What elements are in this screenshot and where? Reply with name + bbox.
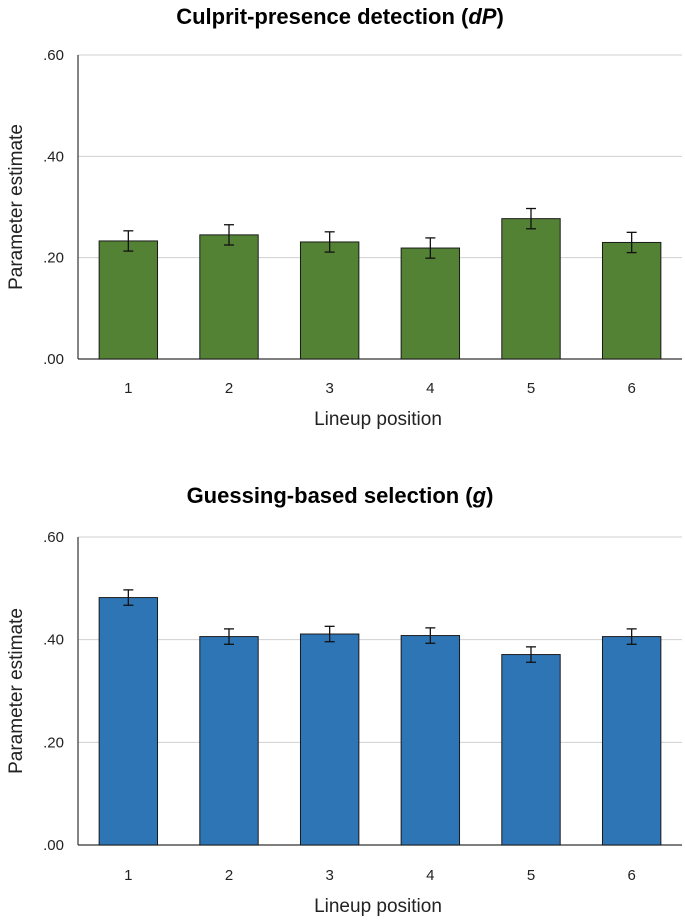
x-tick-label: 2 bbox=[225, 867, 233, 884]
bar bbox=[400, 635, 461, 846]
bar bbox=[299, 241, 360, 360]
y-tick-label: .40 bbox=[43, 632, 64, 649]
chart-title-text: Culprit-presence detection ( bbox=[176, 4, 469, 29]
y-axis-label: Parameter estimate bbox=[6, 608, 27, 774]
chart-1: Culprit-presence detection (dP) .00 .20 .40… bbox=[6, 4, 682, 430]
bar bbox=[98, 240, 159, 360]
x-tick-label: 3 bbox=[325, 380, 333, 397]
bar bbox=[199, 234, 259, 360]
x-tick-label: 2 bbox=[225, 380, 233, 397]
x-axis-label: Lineup position bbox=[314, 409, 442, 430]
x-tick-label: 1 bbox=[124, 867, 132, 884]
bar bbox=[299, 633, 360, 846]
x-tick-label: 3 bbox=[325, 867, 333, 884]
y-axis-label: Parameter estimate bbox=[6, 124, 27, 290]
y-tick-label: .00 bbox=[43, 837, 64, 854]
y-tick-label: .60 bbox=[43, 47, 64, 64]
x-axis-label: Lineup position bbox=[314, 896, 442, 917]
chart-title-symbol: dP bbox=[468, 4, 496, 29]
bar bbox=[400, 247, 461, 360]
bar bbox=[98, 597, 159, 846]
bar bbox=[601, 636, 662, 846]
y-tick-label: .20 bbox=[43, 250, 64, 267]
x-tick-label: 6 bbox=[627, 380, 635, 397]
bar bbox=[501, 218, 561, 360]
x-tick-label: 4 bbox=[426, 867, 434, 884]
bar bbox=[601, 241, 662, 360]
chart-title-close: ) bbox=[496, 4, 503, 29]
x-tick-label: 1 bbox=[124, 380, 132, 397]
bar bbox=[501, 654, 561, 846]
chart-2: Guessing-based selection (g) .00 .20 .40 .60… bbox=[6, 483, 682, 917]
chart-title: Guessing-based selection (g) bbox=[187, 483, 494, 508]
x-tick-label: 5 bbox=[527, 380, 535, 397]
x-tick-label: 5 bbox=[527, 867, 535, 884]
y-tick-label: .60 bbox=[43, 529, 64, 546]
chart-title-text: Guessing-based selection ( bbox=[187, 483, 474, 508]
bar bbox=[199, 636, 259, 846]
chart-title-symbol: g bbox=[472, 483, 487, 508]
y-tick-label: .40 bbox=[43, 148, 64, 165]
x-tick-label: 4 bbox=[426, 380, 434, 397]
chart-title-close: ) bbox=[486, 483, 493, 508]
y-tick-label: .20 bbox=[43, 734, 64, 751]
chart-title: Culprit-presence detection (dP) bbox=[176, 4, 504, 29]
y-tick-label: .00 bbox=[43, 351, 64, 368]
x-tick-label: 6 bbox=[627, 867, 635, 884]
